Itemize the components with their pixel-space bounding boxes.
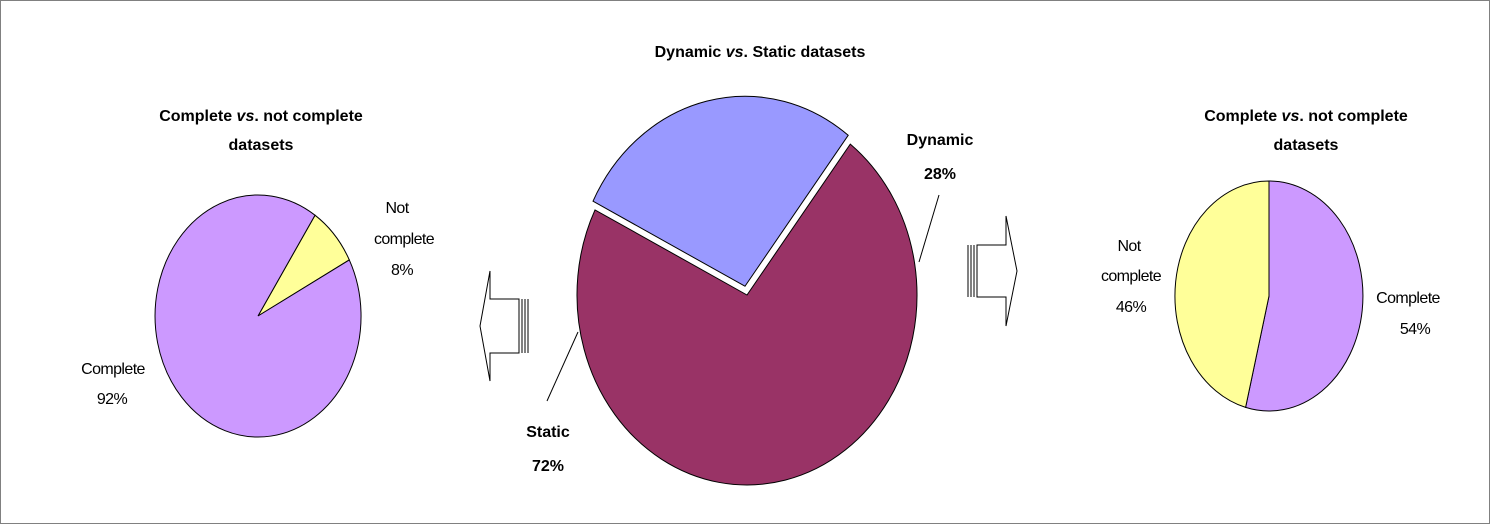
left-chart-title: Complete vs. not complete bbox=[159, 108, 363, 125]
left-title-part-vs: vs bbox=[237, 108, 255, 125]
label-dynamic-value: 28% bbox=[924, 166, 956, 183]
label-dynamic-name: Dynamic bbox=[907, 132, 974, 149]
left-label-complete-name: Complete bbox=[81, 361, 145, 378]
label-static-value: 72% bbox=[532, 458, 564, 475]
left-title-part-3: . not complete bbox=[254, 108, 363, 125]
left-label-notcomplete-line2: complete bbox=[374, 231, 435, 248]
right-pie-slice-complete bbox=[1245, 180, 1364, 412]
left-label-notcomplete-value: 8% bbox=[391, 262, 413, 279]
arrow-left-icon bbox=[479, 270, 529, 382]
left-label-complete-value: 92% bbox=[97, 391, 128, 408]
right-label-notcomplete-value: 46% bbox=[1116, 299, 1147, 316]
center-pie-slice-static bbox=[576, 143, 918, 486]
center-title-part-vs: vs bbox=[726, 44, 744, 61]
left-pie-slice-complete bbox=[154, 194, 362, 438]
right-title-part-3: . not complete bbox=[1299, 108, 1408, 125]
left-chart-title-line2: datasets bbox=[229, 137, 294, 154]
right-label-notcomplete-line1: Not bbox=[1117, 238, 1141, 255]
label-static-name: Static bbox=[526, 424, 570, 441]
leader-line-static bbox=[546, 331, 579, 402]
left-title-part-1: Complete bbox=[159, 108, 236, 125]
leader-line-dynamic bbox=[918, 194, 940, 263]
arrow-right-icon bbox=[967, 215, 1018, 327]
center-chart-title: Dynamic vs. Static datasets bbox=[655, 44, 866, 61]
right-pie-slice-not-complete bbox=[1174, 180, 1270, 409]
center-title-part-3: . Static datasets bbox=[744, 44, 866, 61]
right-title-part-vs: vs bbox=[1282, 108, 1300, 125]
right-label-complete-name: Complete bbox=[1376, 290, 1440, 307]
center-pie-slice-dynamic bbox=[592, 95, 849, 287]
pies-group bbox=[154, 95, 1364, 486]
right-label-complete-value: 54% bbox=[1400, 321, 1431, 338]
center-title-part-1: Dynamic bbox=[655, 44, 726, 61]
right-title-part-1: Complete bbox=[1204, 108, 1281, 125]
left-label-notcomplete-line1: Not bbox=[385, 200, 409, 217]
right-label-notcomplete-line2: complete bbox=[1101, 268, 1162, 285]
right-chart-title: Complete vs. not complete bbox=[1204, 108, 1408, 125]
right-chart-title-line2: datasets bbox=[1274, 137, 1339, 154]
